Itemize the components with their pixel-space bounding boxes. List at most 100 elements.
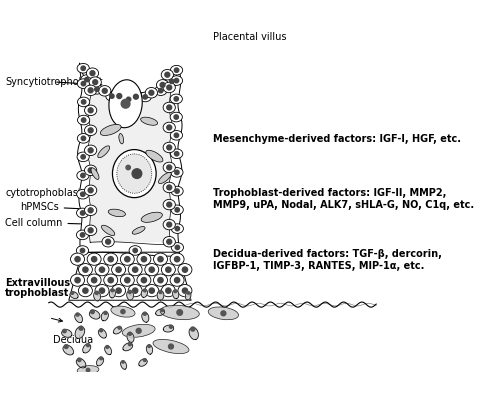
Circle shape [167, 202, 172, 207]
Circle shape [81, 136, 86, 141]
Ellipse shape [108, 209, 126, 217]
Polygon shape [69, 252, 191, 300]
Circle shape [88, 168, 93, 173]
Ellipse shape [100, 124, 121, 135]
Ellipse shape [163, 142, 175, 153]
Circle shape [167, 239, 172, 244]
Ellipse shape [117, 154, 152, 193]
Circle shape [175, 226, 180, 231]
Circle shape [81, 66, 86, 70]
Ellipse shape [145, 285, 159, 297]
Circle shape [100, 267, 104, 272]
Ellipse shape [171, 205, 183, 215]
Ellipse shape [106, 91, 118, 101]
Ellipse shape [170, 76, 182, 85]
Ellipse shape [84, 125, 97, 135]
Ellipse shape [139, 92, 151, 102]
Circle shape [62, 330, 66, 333]
Circle shape [136, 328, 141, 333]
Circle shape [88, 128, 93, 133]
Circle shape [167, 125, 172, 130]
Polygon shape [172, 290, 178, 299]
Circle shape [174, 152, 179, 156]
Circle shape [132, 267, 138, 272]
Ellipse shape [140, 117, 158, 125]
Ellipse shape [98, 86, 111, 96]
Polygon shape [146, 345, 152, 354]
Polygon shape [78, 64, 182, 256]
Circle shape [86, 343, 90, 347]
Circle shape [159, 290, 162, 293]
Ellipse shape [77, 366, 99, 374]
Circle shape [80, 249, 84, 253]
Ellipse shape [162, 285, 175, 297]
Circle shape [170, 325, 172, 328]
Ellipse shape [163, 237, 175, 247]
Circle shape [168, 344, 173, 349]
Ellipse shape [102, 225, 115, 235]
Circle shape [104, 311, 107, 314]
Ellipse shape [163, 82, 175, 93]
Ellipse shape [132, 227, 145, 234]
Polygon shape [101, 312, 108, 321]
Ellipse shape [170, 131, 182, 140]
Circle shape [92, 278, 97, 283]
Ellipse shape [156, 80, 168, 90]
Ellipse shape [166, 77, 178, 86]
Ellipse shape [95, 285, 109, 297]
Circle shape [75, 256, 80, 262]
Circle shape [166, 288, 171, 293]
Ellipse shape [80, 75, 93, 85]
Circle shape [174, 115, 178, 119]
Ellipse shape [171, 224, 183, 233]
Circle shape [133, 248, 138, 252]
Circle shape [88, 108, 93, 113]
Text: hPMSCs: hPMSCs [20, 202, 91, 212]
Polygon shape [186, 292, 191, 300]
Ellipse shape [84, 185, 97, 196]
Circle shape [88, 188, 93, 193]
Circle shape [148, 345, 150, 347]
Circle shape [166, 267, 171, 272]
Ellipse shape [130, 91, 142, 102]
Circle shape [88, 208, 93, 213]
Ellipse shape [146, 150, 163, 162]
Circle shape [88, 228, 93, 233]
Ellipse shape [178, 264, 192, 276]
Ellipse shape [78, 97, 90, 107]
Polygon shape [127, 333, 134, 342]
Ellipse shape [128, 285, 142, 297]
Text: Extravillous: Extravillous [5, 278, 70, 288]
Circle shape [79, 326, 83, 330]
Ellipse shape [112, 264, 126, 276]
Ellipse shape [78, 115, 90, 125]
Polygon shape [82, 67, 178, 252]
Ellipse shape [102, 237, 114, 247]
Circle shape [88, 148, 93, 153]
Polygon shape [75, 327, 85, 339]
Polygon shape [90, 73, 169, 242]
Circle shape [167, 85, 172, 90]
Circle shape [102, 89, 107, 93]
Ellipse shape [119, 133, 124, 144]
Text: Cell column: Cell column [5, 218, 91, 227]
Circle shape [174, 97, 178, 101]
Ellipse shape [146, 87, 158, 98]
Text: Decidua: Decidua [53, 335, 93, 345]
Polygon shape [62, 330, 72, 337]
Polygon shape [76, 358, 86, 368]
Circle shape [182, 267, 188, 272]
Circle shape [165, 72, 170, 77]
Ellipse shape [76, 189, 89, 199]
Ellipse shape [84, 165, 97, 175]
Circle shape [174, 170, 179, 175]
Polygon shape [75, 313, 82, 323]
Circle shape [82, 118, 86, 122]
Polygon shape [98, 329, 106, 338]
Ellipse shape [84, 225, 97, 235]
Circle shape [174, 133, 178, 137]
Polygon shape [142, 312, 149, 322]
Ellipse shape [170, 94, 182, 104]
Ellipse shape [154, 86, 167, 95]
Ellipse shape [137, 253, 151, 265]
